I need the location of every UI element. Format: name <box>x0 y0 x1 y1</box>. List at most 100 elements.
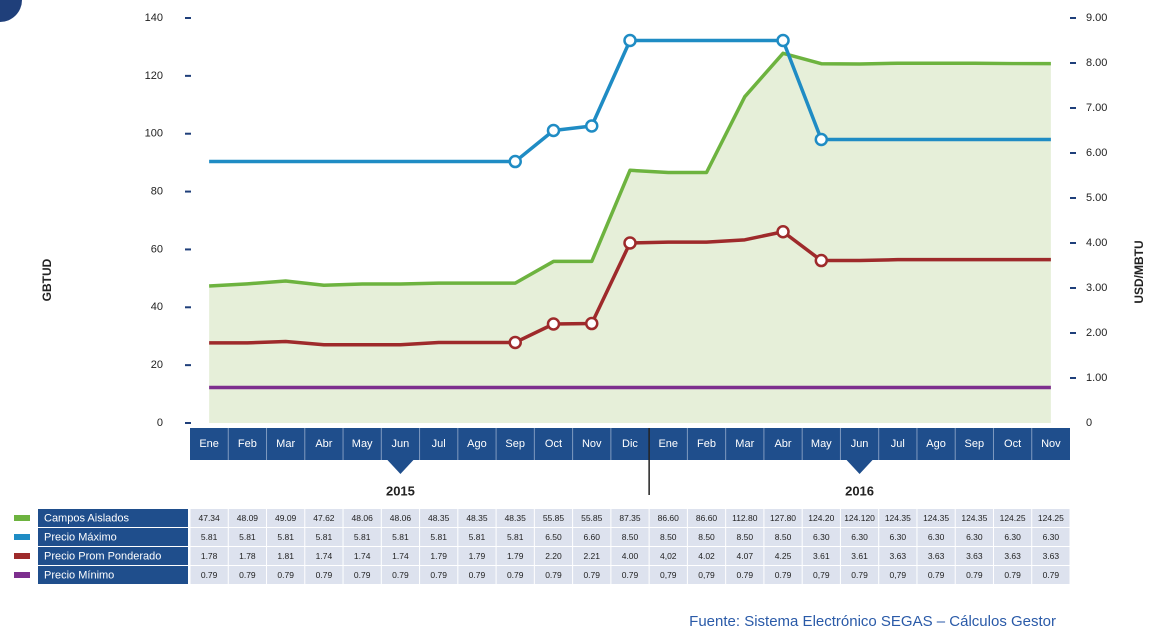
table-value: 0.79 <box>737 570 754 580</box>
table-cell <box>534 547 573 565</box>
table-cell <box>381 547 420 565</box>
y-tick-label: 20 <box>151 359 163 371</box>
table-value: 0.79 <box>507 570 524 580</box>
table-cell <box>305 509 343 527</box>
table-value: 0.79 <box>201 570 218 580</box>
table-cell <box>1032 528 1070 546</box>
month-label: Ago <box>467 438 487 450</box>
table-value: 124.20 <box>808 513 834 523</box>
table-cell <box>879 566 917 584</box>
table-cell <box>611 509 649 527</box>
table-value: 3.61 <box>813 551 830 561</box>
marker <box>546 317 561 331</box>
table-cell <box>955 566 993 584</box>
month-label: Dic <box>622 438 638 450</box>
y-tick-label: 0 <box>157 417 163 429</box>
table-cell <box>573 528 611 546</box>
table-value: 86.60 <box>696 513 718 523</box>
table-cell <box>955 547 993 565</box>
month-label: Abr <box>315 438 332 450</box>
table-value: 112.80 <box>732 513 758 523</box>
table-cell <box>190 509 228 527</box>
legend-label: Precio Máximo <box>44 531 117 543</box>
y2-tick-label: 1.00 <box>1086 372 1107 384</box>
table-cell <box>840 528 879 546</box>
table-value: 5.81 <box>201 532 218 542</box>
table-value: 124.120 <box>844 513 875 523</box>
table-value: 127.80 <box>770 513 796 523</box>
table-cell <box>687 528 726 546</box>
table-cell <box>764 547 802 565</box>
table-value: 0.79 <box>277 570 294 580</box>
table-cell <box>573 566 611 584</box>
table-value: 0.79 <box>316 570 333 580</box>
table-value: 48.35 <box>466 513 488 523</box>
table-value: 55.85 <box>543 513 565 523</box>
table-value: 0.79 <box>239 570 256 580</box>
table-value: 1.74 <box>392 551 409 561</box>
table-value: 0.79 <box>583 570 600 580</box>
table-value: 0.79 <box>928 570 945 580</box>
table-value: 6.30 <box>890 532 907 542</box>
corner-badge <box>0 0 22 22</box>
table-value: 0.79 <box>851 570 868 580</box>
table-cell <box>802 547 840 565</box>
table-cell <box>458 509 496 527</box>
y-tick-label: 40 <box>151 301 163 313</box>
table-cell <box>573 509 611 527</box>
source: Fuente: Sistema Electrónico SEGAS – Cálc… <box>689 613 1056 630</box>
table-value: 4.07 <box>737 551 754 561</box>
table-value: 0,79 <box>813 570 830 580</box>
table-value: 5.81 <box>354 532 371 542</box>
table-value: 0.79 <box>545 570 562 580</box>
month-label: Jul <box>432 438 446 450</box>
y2-axis-label: USD/MBTU <box>1132 240 1146 303</box>
y2-tick-label: 0 <box>1086 417 1092 429</box>
table-value: 8.50 <box>622 532 639 542</box>
table-cell <box>458 566 496 584</box>
table-cell <box>267 547 305 565</box>
table-cell <box>726 547 764 565</box>
table-cell <box>917 509 955 527</box>
table-value: 8.50 <box>775 532 792 542</box>
table-cell <box>267 528 305 546</box>
table-value: 5.81 <box>430 532 447 542</box>
marker <box>584 316 599 331</box>
table-cell <box>687 547 726 565</box>
table-cell <box>840 547 879 565</box>
table-cell <box>649 528 687 546</box>
table-cell <box>993 528 1032 546</box>
table-value: 0.79 <box>622 570 639 580</box>
table-cell <box>420 547 458 565</box>
table-value: 8.50 <box>698 532 715 542</box>
table-value: 124.25 <box>1000 513 1026 523</box>
table-value: 6.30 <box>928 532 945 542</box>
table-cell <box>420 528 458 546</box>
year-pointer <box>387 460 414 474</box>
month-label: Sep <box>965 438 985 450</box>
table-cell <box>534 509 573 527</box>
month-label: Ene <box>658 438 678 450</box>
marker <box>623 236 637 250</box>
table-cell <box>496 528 534 546</box>
table-value: 4,02 <box>660 551 677 561</box>
table-value: 6.30 <box>966 532 983 542</box>
month-label: Feb <box>238 438 257 450</box>
table-cell <box>802 528 840 546</box>
table-cell <box>726 528 764 546</box>
y-tick-label: 120 <box>145 70 163 82</box>
marker <box>623 33 637 48</box>
table-value: 6.50 <box>545 532 562 542</box>
table-value: 1.78 <box>239 551 256 561</box>
table-value: 0.79 <box>775 570 792 580</box>
y-tick-label: 60 <box>151 243 163 255</box>
marker <box>814 253 829 268</box>
table-cell <box>228 509 267 527</box>
table-value: 2.20 <box>545 551 562 561</box>
y-tick-label: 80 <box>151 185 163 197</box>
table-cell <box>993 566 1032 584</box>
table-cell <box>993 547 1032 565</box>
month-label: Ago <box>926 438 946 450</box>
table-value: 55.85 <box>581 513 603 523</box>
table-cell <box>879 528 917 546</box>
